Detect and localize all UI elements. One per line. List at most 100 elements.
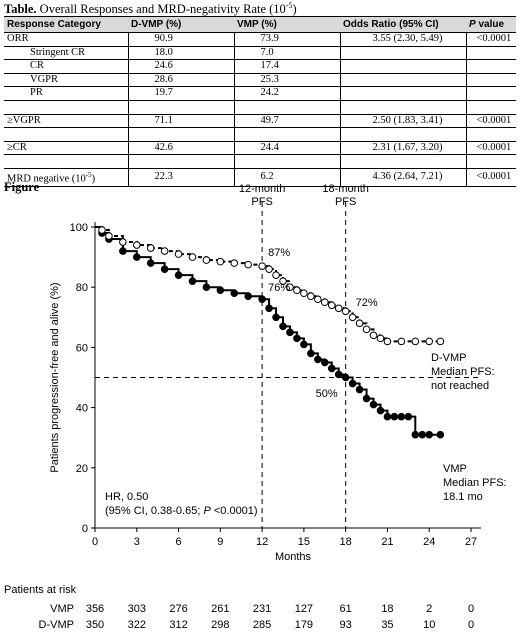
table-row: ≥CR 42.6 24.4 2.31 (1.67, 3.20) <0.0001 <box>4 141 516 156</box>
y-tick-label: 40 <box>76 403 88 415</box>
cell-category: ≥CR <box>4 141 128 156</box>
vmp-censor-point <box>320 358 329 367</box>
risk-table-title: Patients at risk <box>4 584 77 596</box>
vmp-censor-point <box>390 412 399 421</box>
cell-odds-ratio: 3.55 (2.30, 5.49) <box>339 32 466 47</box>
risk-value: 0 <box>467 619 475 631</box>
x-tick-label: 6 <box>175 536 181 548</box>
dvmp-censor-point <box>369 331 378 340</box>
x-tick-label: 12 <box>256 536 268 548</box>
table-title-end: ) <box>292 2 297 17</box>
risk-value: 261 <box>211 603 230 615</box>
vmp-censor-point <box>327 364 336 373</box>
response-table: Response Category D-VMP (%) VMP (%) Odds… <box>4 16 516 188</box>
dvmp-censor-point <box>300 289 308 298</box>
cell-odds-ratio <box>339 46 466 61</box>
vmp-censor-point <box>230 289 239 298</box>
cell-odds-ratio: 2.31 (1.67, 3.20) <box>339 141 466 156</box>
risk-row-label: D-VMP <box>38 619 74 631</box>
cell-dvmp: 42.6 <box>127 141 234 156</box>
annotation-vmp-12: 76% <box>268 282 290 294</box>
risk-value: 93 <box>339 619 352 631</box>
cell-vmp: 6.2 <box>233 168 340 188</box>
dvmp-censor-point <box>258 262 266 270</box>
vmp-censor-point <box>425 430 434 439</box>
cell-p-value: <0.0001 <box>465 32 516 47</box>
vmp-censor-point <box>119 247 127 255</box>
risk-value: 276 <box>169 603 188 615</box>
col-p-italic: P <box>469 19 476 30</box>
risk-value: 61 <box>339 603 352 615</box>
cell-category: CR <box>4 59 128 74</box>
cell-vmp: 73.9 <box>233 32 340 47</box>
dvmp-censor-point <box>320 298 329 307</box>
vmp-censor-point <box>286 328 294 337</box>
cell-odds-ratio <box>339 86 466 101</box>
dvmp-censor-point <box>436 337 445 346</box>
col-response-category: Response Category <box>4 16 128 33</box>
vmp-censor-point <box>404 412 413 421</box>
dvmp-censor-point <box>160 247 169 255</box>
dvmp-censor-point <box>425 337 434 346</box>
table-row <box>4 154 516 169</box>
cell-odds-ratio <box>339 127 466 142</box>
table-title-sup: -5 <box>285 1 293 10</box>
annotation-12-month: 12-month <box>239 183 285 195</box>
table-row: VGPR 28.6 25.3 <box>4 73 516 88</box>
risk-value: 2 <box>426 603 433 615</box>
risk-value: 179 <box>294 619 314 631</box>
dvmp-censor-point <box>397 337 406 346</box>
dvmp-censor-point <box>293 286 301 295</box>
cell-p-value: <0.0001 <box>465 168 516 188</box>
cell-dvmp: 22.3 <box>127 168 234 188</box>
table-row: ≥VGPR 71.1 49.7 2.50 (1.83, 3.41) <0.0001 <box>4 114 516 129</box>
cell-vmp <box>233 100 340 115</box>
cell-category-text: MRD negative (10 <box>7 173 86 185</box>
col-odds-ratio: Odds Ratio (95% CI) <box>340 16 466 33</box>
vmp-censor-point <box>341 373 350 382</box>
vmp-censor-point <box>314 355 322 364</box>
vmp-censor-point <box>272 313 280 322</box>
cell-vmp: 17.4 <box>233 59 340 74</box>
col-dvmp: D-VMP (%) <box>128 16 234 33</box>
vmp-censor-point <box>348 379 357 388</box>
cell-vmp: 24.2 <box>233 86 340 101</box>
y-axis-label: Patients progression-free and alive (%) <box>49 282 61 472</box>
dvmp-censor-point <box>202 256 211 264</box>
annotation-hr-part: P <box>203 505 211 517</box>
vmp-censor-point <box>265 304 273 313</box>
vmp-censor-point <box>244 292 252 301</box>
dvmp-censor-point <box>348 313 357 322</box>
table-row: Stringent CR 18.0 7.0 <box>4 46 516 61</box>
cell-category: PR <box>4 86 128 101</box>
risk-value: 35 <box>381 619 394 631</box>
risk-value: 312 <box>169 619 188 631</box>
cell-dvmp <box>127 100 234 115</box>
cell-vmp: 25.3 <box>233 73 340 88</box>
dvmp-censor-point <box>383 337 392 346</box>
dvmp-censor-point <box>341 307 350 316</box>
cell-dvmp <box>127 154 234 169</box>
cell-category <box>4 100 128 115</box>
annotation-dvmp-median: Median PFS: <box>431 366 495 378</box>
risk-value: 127 <box>294 603 314 615</box>
vmp-censor-point <box>376 406 385 415</box>
vmp-censor-point <box>202 283 211 292</box>
vmp-censor-point <box>300 340 308 349</box>
annotation-18-month-pfs: PFS <box>335 196 356 208</box>
annotation-vmp-18: 50% <box>316 388 338 400</box>
annotation-hr: HR, 0.50 <box>105 491 148 503</box>
cell-vmp: 7.0 <box>233 46 340 61</box>
cell-category: VGPR <box>4 73 128 88</box>
cell-odds-ratio: 4.36 (2.64, 7.21) <box>339 168 466 188</box>
cell-category: ORR <box>4 32 128 47</box>
risk-value: 356 <box>85 603 105 615</box>
cell-category <box>4 127 128 142</box>
table-title: Table. Overall Responses and MRD-negativ… <box>4 1 297 17</box>
cell-category-sup: -5 <box>85 170 92 179</box>
vmp-censor-point <box>436 430 445 439</box>
vmp-censor-point <box>369 400 378 409</box>
series-line-dvmp <box>95 226 441 343</box>
cell-vmp <box>233 154 340 169</box>
